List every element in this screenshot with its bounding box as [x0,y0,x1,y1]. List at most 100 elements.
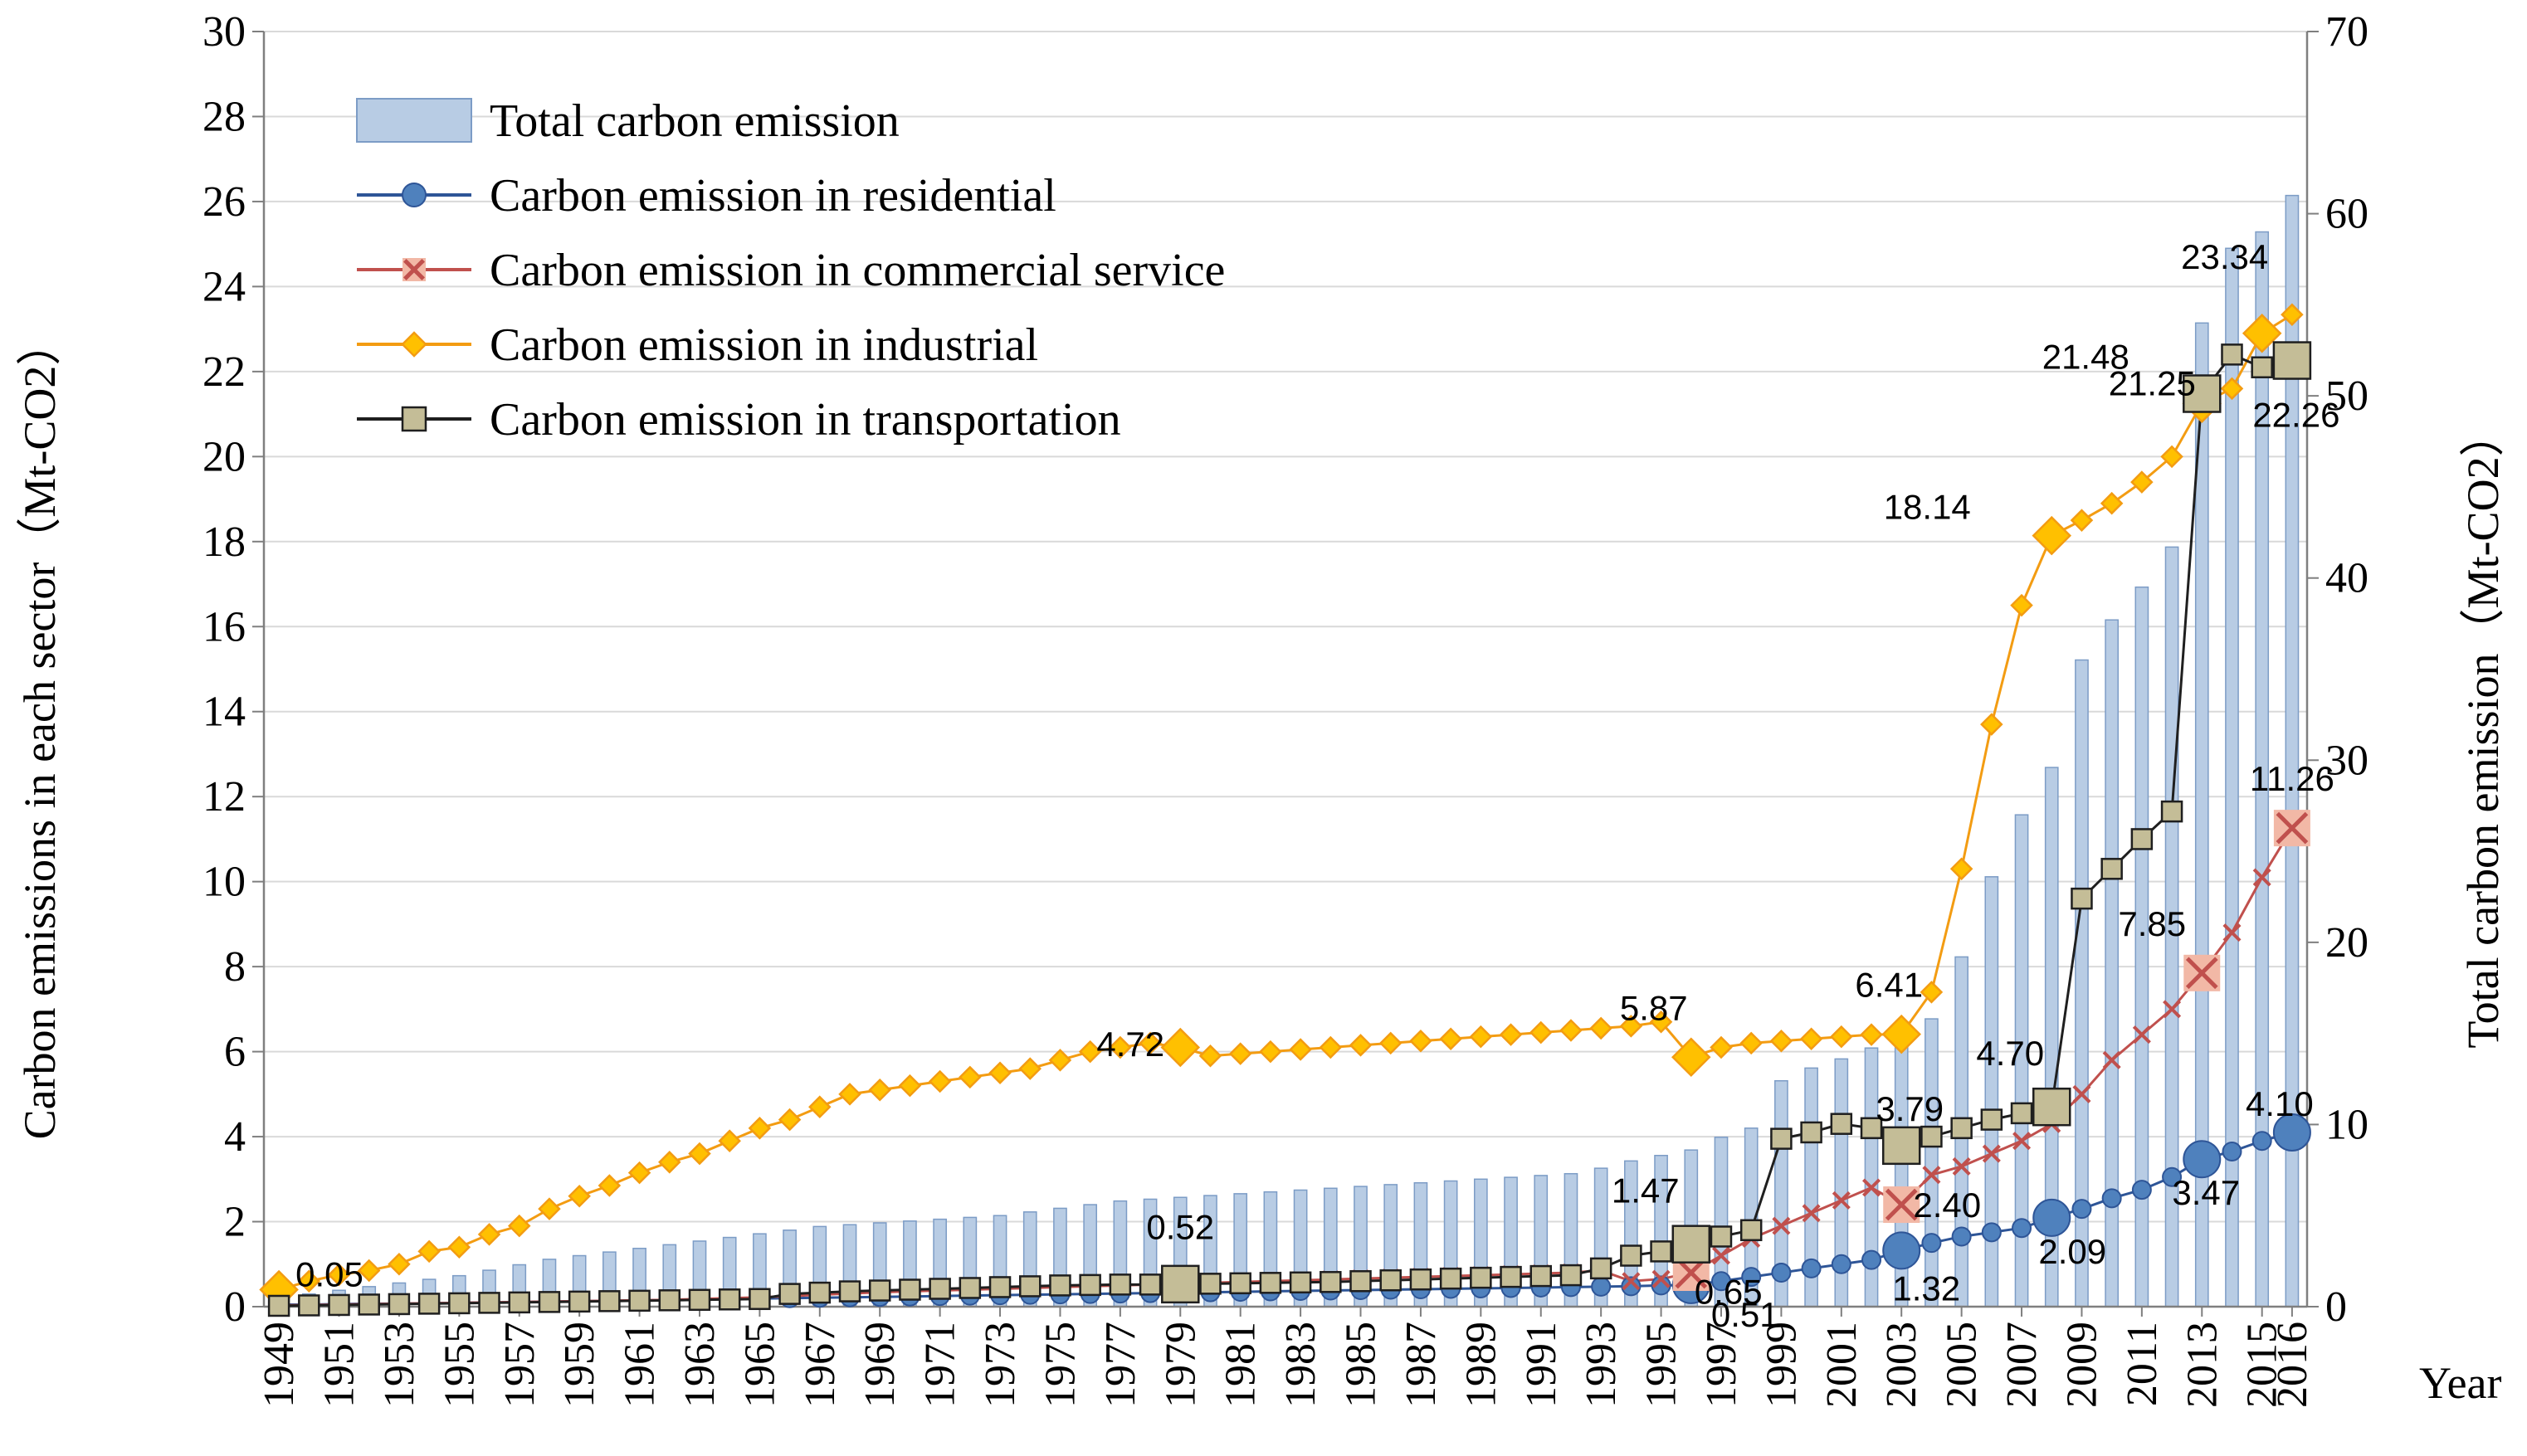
point-x-2009-stroke-b [2072,1084,2091,1103]
point-diamond-1963 [688,1142,711,1166]
point-x-2006 [1982,1144,2001,1163]
point-diamond-1950 [297,1269,321,1293]
data-label-2016: 22.26 [2252,396,2339,435]
point-diamond-2001 [1830,1025,1853,1049]
data-label-2003: 1.32 [1892,1269,1960,1307]
point-x-2010-stroke-b [2102,1050,2121,1069]
point-square-1952 [358,1293,380,1316]
y-right-tick-label: 70 [2325,8,2368,56]
y-left-tick-label: 0 [224,1283,246,1331]
y-left-tick-label: 16 [202,603,246,650]
point-diamond-2010 [2100,491,2124,515]
point-circle-2007 [2012,1218,2032,1239]
point-square-1960 [598,1290,621,1312]
data-label-1979: 0.52 [1146,1207,1214,1246]
point-x-2002-stroke-b [1862,1178,1881,1197]
point-x-2015-stroke-b [2252,868,2271,887]
y-left-tick-label: 30 [202,8,246,56]
data-label-2016: 4.10 [2246,1084,2314,1123]
point-diamond-1958 [538,1197,561,1220]
point-square-1981 [1229,1272,1251,1295]
point-diamond-1982 [1259,1040,1282,1064]
y-right-tick-label: 60 [2325,191,2368,238]
point-diamond-1970 [898,1074,922,1098]
legend-marker-diamond [401,331,427,358]
legend-marker-square [401,406,427,432]
point-square-2001 [1830,1113,1853,1135]
point-x-1995 [1651,1269,1671,1288]
point-circle-2002 [1861,1249,1882,1270]
point-square-2012 [2160,800,2183,823]
data-label-2013: 21.25 [2109,363,2196,402]
point-square-1966 [778,1283,801,1305]
x-axis-title: Year [2419,1358,2502,1408]
point-x-2005 [1952,1157,1971,1176]
y-right-tick-label: 0 [2325,1283,2347,1331]
point-diamond-1952 [357,1259,381,1283]
point-square-1972 [959,1277,982,1299]
legend-marker-x [402,258,426,281]
point-x-1999 [1772,1216,1791,1235]
point-diamond-1959 [568,1185,591,1208]
point-circle-2016 [2272,1113,2311,1152]
point-diamond-1951 [327,1263,351,1287]
point-square-2014 [2221,343,2243,366]
point-circle-2000 [1801,1258,1822,1278]
y-left-tick-label: 4 [224,1113,246,1161]
point-square-1995 [1650,1240,1672,1263]
x-tick-label: 1969 [856,1322,904,1408]
point-diamond-1998 [1739,1031,1763,1055]
x-tick-label: 2009 [2058,1322,2105,1408]
point-circle-2003 [1882,1231,1921,1270]
point-square-1984 [1320,1271,1342,1293]
data-label-2003: 3.79 [1876,1089,1944,1128]
y-left-tick-label: 18 [202,519,246,566]
point-square-1954 [417,1293,441,1315]
point-square-1994 [1620,1244,1642,1267]
point-diamond-2004 [1920,981,1944,1004]
x-tick-label: 1955 [436,1322,483,1408]
x-tick-label: 1999 [1758,1322,1805,1408]
point-circle-2004 [1921,1233,1942,1254]
data-label-2013: 3.47 [2172,1173,2240,1212]
point-diamond-1971 [928,1069,952,1093]
axis-layer: 0246810121416182022242628300102030405060… [202,8,2368,1408]
legend-label: Carbon emission in transportation [490,394,1121,446]
point-diamond-1969 [868,1078,891,1102]
point-x-2011-stroke-b [2132,1025,2151,1045]
y-left-tick-label: 26 [202,178,246,226]
point-square-1982 [1259,1272,1282,1294]
point-square-2008 [2032,1087,2071,1127]
point-diamond-1999 [1769,1030,1793,1053]
point-square-1976 [1079,1273,1101,1297]
data-label-2015: 23.34 [2181,237,2268,276]
point-x-2014-stroke-b [2222,923,2242,942]
y-right-tick-label: 20 [2325,919,2368,967]
point-square-1999 [1770,1127,1793,1150]
point-square-1950 [298,1294,320,1317]
point-diamond-1979 [1160,1027,1201,1068]
x-tick-label: 1953 [376,1322,423,1408]
point-square-1970 [899,1278,921,1301]
point-diamond-1987 [1409,1030,1432,1053]
bar-total-2004 [1925,1018,1939,1307]
point-square-2013 [2183,374,2222,413]
point-square-1983 [1289,1271,1312,1294]
y-left-tick-label: 20 [202,433,246,480]
x-tick-label: 1983 [1277,1322,1324,1408]
y-left-tick-label: 22 [202,348,246,396]
legend-marker-circle [402,183,427,207]
point-square-1967 [808,1281,832,1304]
x-tick-label: 2007 [1998,1322,2046,1408]
point-circle-2010 [2101,1188,2122,1209]
point-circle-1997 [1710,1271,1731,1292]
y-left-tick-label: 24 [202,263,246,310]
point-diamond-2000 [1799,1027,1823,1050]
y-right-tick-label: 30 [2325,737,2368,784]
point-square-1963 [688,1288,711,1312]
point-x-2003 [1883,1186,1920,1224]
x-tick-label: 1991 [1518,1322,1565,1408]
point-circle-2015 [2251,1131,2272,1152]
x-tick-label: 1989 [1457,1322,1505,1408]
y-left-tick-label: 10 [202,859,246,906]
